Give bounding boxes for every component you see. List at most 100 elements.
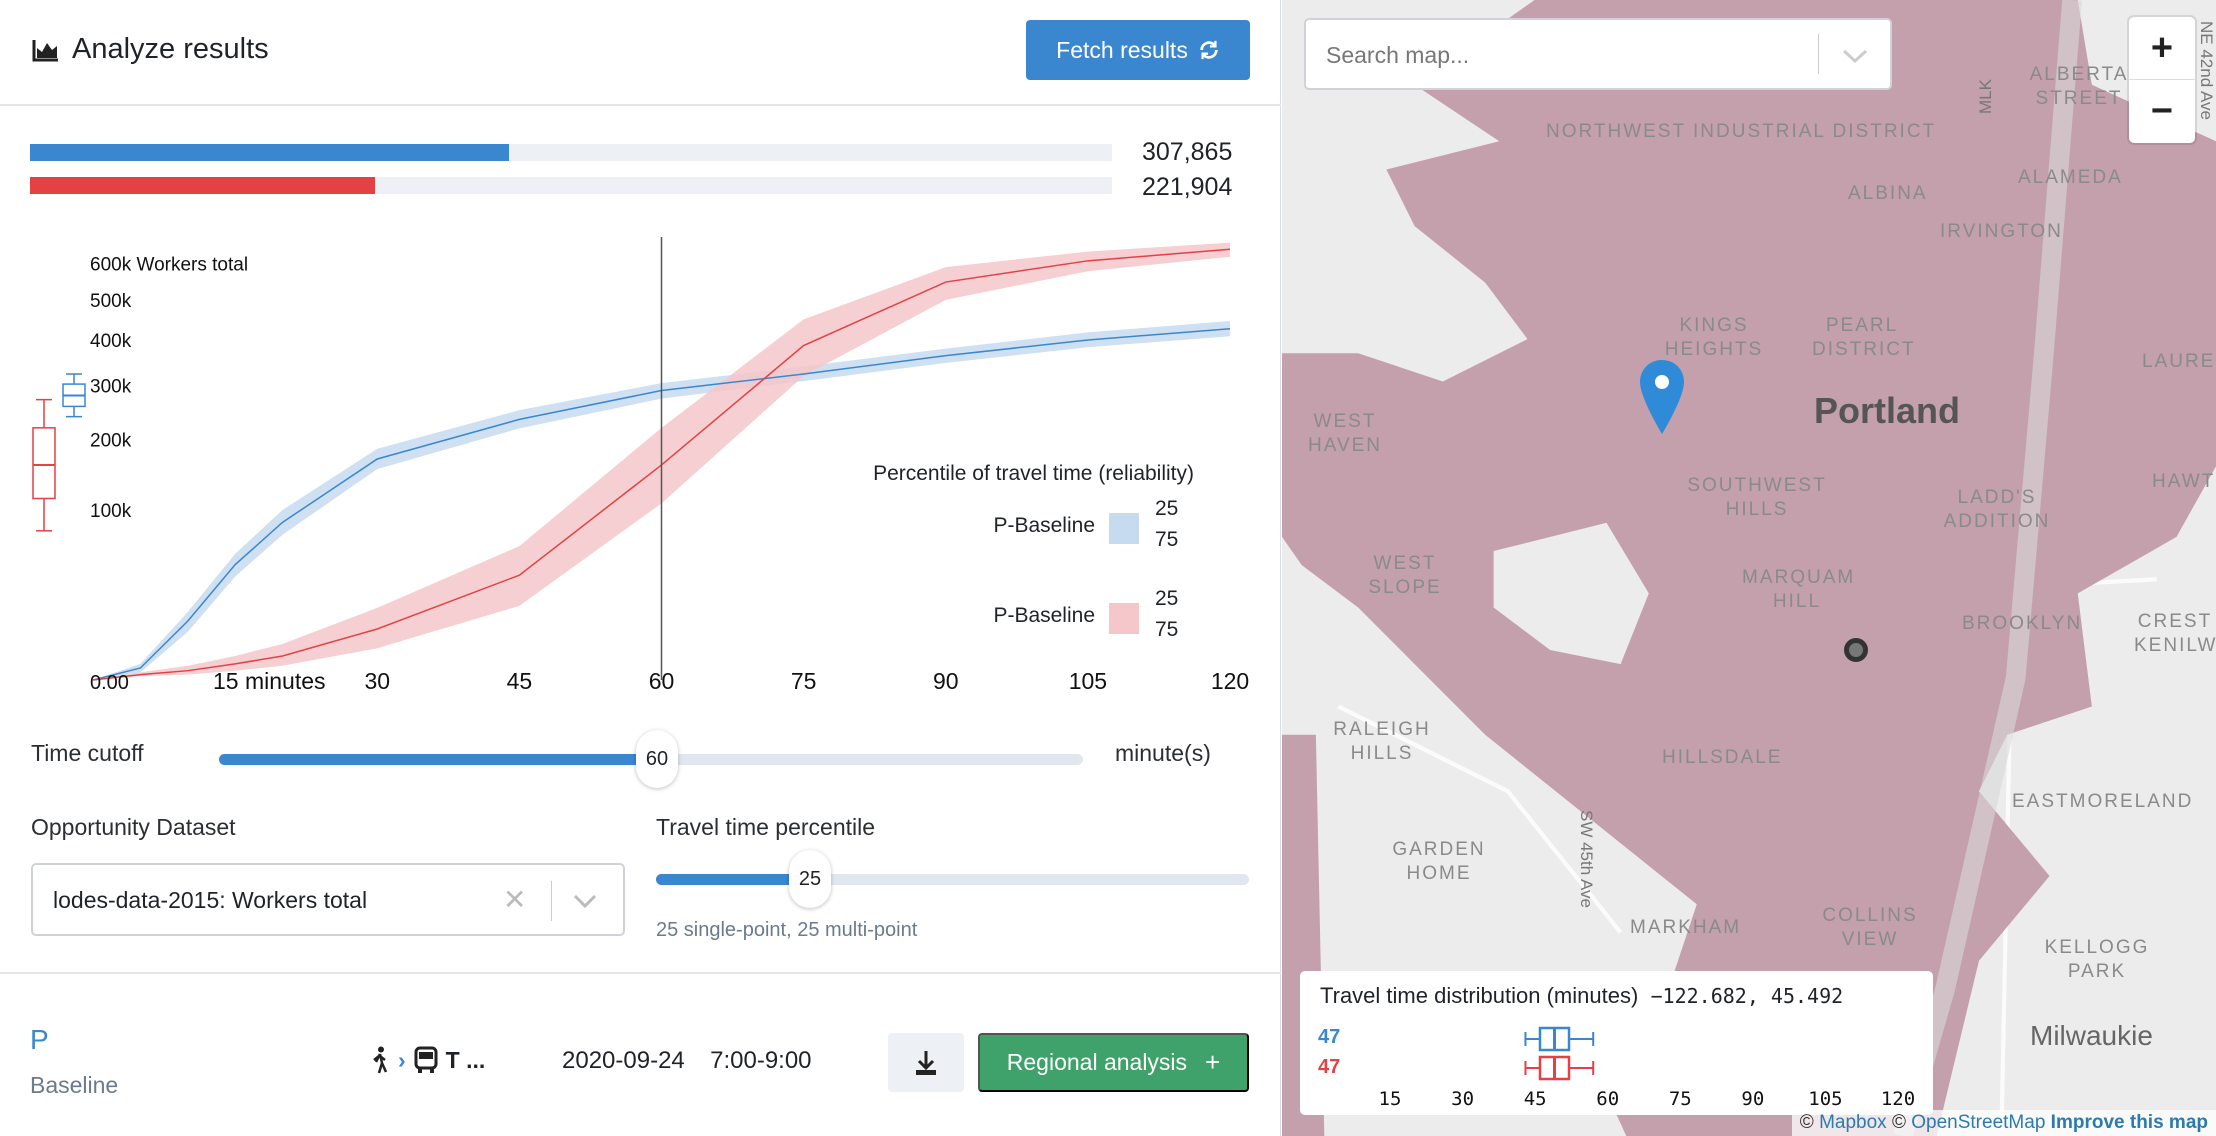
tick-label: 60: [1596, 1088, 1619, 1110]
modes-text: T ...: [445, 1046, 486, 1073]
panel-header: Analyze results Fetch results: [0, 0, 1281, 106]
legend-p75: 75: [1155, 528, 1179, 551]
tick-label: 45: [1524, 1088, 1547, 1110]
map-label: KINGS HEIGHTS: [1664, 315, 1764, 360]
map-label-portland: Portland: [1814, 390, 1961, 431]
search-map-input[interactable]: Search map...: [1304, 18, 1892, 90]
x-tick-label: 90: [933, 668, 959, 694]
mapbox-link[interactable]: Mapbox: [1819, 1112, 1887, 1133]
travel-time-distribution-panel: Travel time distribution (minutes) −122.…: [1300, 971, 1933, 1115]
zoom-controls: + −: [2129, 17, 2195, 143]
time-cutoff-unit: minute(s): [1115, 740, 1211, 766]
map-label: WEST HAVEN: [1307, 411, 1383, 456]
opportunity-dataset-select[interactable]: lodes-data-2015: Workers total ✕: [31, 863, 625, 936]
x-tick-label: 105: [1069, 668, 1107, 694]
chevron-right-icon: ›: [398, 1046, 406, 1073]
download-icon: [916, 1050, 936, 1075]
map-label: NE 42nd Ave: [2197, 21, 2216, 120]
map-label: HILLSDALE: [1662, 747, 1783, 768]
map-hole: [1493, 522, 1649, 665]
improve-map-link[interactable]: Improve this map: [2050, 1112, 2208, 1133]
y-tick-label: 100k: [90, 501, 132, 522]
y-tick-label: 400k: [90, 331, 132, 352]
chevron-down-icon[interactable]: [1842, 48, 1868, 64]
analysis-panel: Analyze results Fetch results 307,865 22…: [0, 0, 1281, 1136]
map-label: BROOKLYN: [1962, 613, 2083, 634]
map-label: PEARL DISTRICT: [1812, 315, 1916, 360]
regional-label: Regional analysis: [1006, 1049, 1188, 1075]
legend-swatch-red: [1109, 603, 1139, 634]
legend-p25: 25: [1155, 497, 1179, 520]
regional-analysis-button[interactable]: Regional analysis +: [978, 1033, 1249, 1092]
total-bar-2: [30, 177, 1112, 194]
y-tick-label: 600k Workers total: [90, 255, 248, 276]
scenario-name: Baseline: [30, 1072, 119, 1098]
map-label: WEST SLOPE: [1368, 553, 1442, 598]
legend-p25: 25: [1155, 587, 1179, 610]
x-tick-label: 15 minutes: [213, 668, 326, 694]
map-label: MLK: [1976, 79, 1995, 114]
x-tick-label: 75: [791, 668, 817, 694]
legend-swatch-blue: [1109, 513, 1139, 544]
page-title: Analyze results: [32, 33, 269, 66]
opportunity-dataset-label: Opportunity Dataset: [31, 814, 236, 840]
map-label: LAURELH: [2142, 351, 2216, 372]
osm-link[interactable]: OpenStreetMap: [1911, 1112, 2046, 1133]
map[interactable]: NORTHWEST INDUSTRIAL DISTRICT ALBERTA ST…: [1282, 0, 2216, 1136]
tick-label: 120: [1881, 1088, 1915, 1110]
time-cutoff-label: Time cutoff: [31, 740, 144, 766]
map-label: ALBINA: [1848, 183, 1928, 204]
tick-label: 105: [1808, 1088, 1842, 1110]
zoom-out-button[interactable]: −: [2150, 90, 2174, 132]
distribution-title: Travel time distribution (minutes): [1320, 983, 1639, 1008]
total-bar-1: [30, 144, 1112, 161]
map-label: MARKHAM: [1630, 917, 1742, 938]
date-time: 2020-09-24 7:00-9:00: [562, 1047, 812, 1075]
slider-fill: [656, 874, 810, 885]
modes: › T ...: [370, 1046, 485, 1074]
zoom-in-button[interactable]: +: [2129, 17, 2195, 80]
x-tick-label: 60: [649, 668, 675, 694]
map-label: IRVINGTON: [1940, 221, 2063, 242]
tick-label: 15: [1379, 1088, 1402, 1110]
legend-entry-name: P-Baseline: [993, 604, 1095, 627]
percentile-slider[interactable]: 25: [656, 850, 1249, 908]
selected-value: lodes-data-2015: Workers total: [53, 887, 368, 913]
area-chart-icon: [32, 39, 58, 61]
refresh-icon: [1200, 40, 1218, 60]
fetch-results-button[interactable]: Fetch results: [1026, 20, 1250, 80]
slider-fill: [219, 754, 657, 765]
total-bar-2-fill: [30, 177, 376, 194]
time-cutoff-slider[interactable]: 60: [219, 730, 1083, 788]
map-label: GARDEN HOME: [1392, 839, 1486, 884]
map-label: KELLOGG PARK: [2044, 937, 2150, 982]
date: 2020-09-24: [562, 1047, 685, 1074]
distribution-boxplots: 15 30 45 60 75 90 105 120: [1379, 1026, 1915, 1110]
x-tick-label: 30: [364, 668, 390, 694]
time-cutoff-handle[interactable]: 60: [636, 730, 678, 788]
destination-point: [1844, 638, 1868, 662]
accessibility-chart: 0.00 100k 200k 300k 400k 500k 600k Workers tot…: [32, 237, 1249, 694]
map-label: RALEIGH HILLS: [1333, 719, 1431, 764]
download-button[interactable]: [888, 1033, 964, 1092]
map-label: ALAMEDA: [2018, 167, 2123, 188]
tick-label: 90: [1741, 1088, 1764, 1110]
y-tick-label: 500k: [90, 291, 132, 312]
clear-icon[interactable]: ✕: [503, 884, 527, 915]
x-tick-label: 120: [1211, 668, 1249, 694]
divider: [0, 972, 1281, 974]
total-value-2: 221,904: [1142, 173, 1233, 201]
distribution-value-red: 47: [1318, 1056, 1341, 1078]
chevron-down-icon[interactable]: [573, 893, 597, 909]
map-label: ALBERTA STREET: [2029, 64, 2129, 109]
percentile-handle[interactable]: 25: [789, 850, 831, 908]
y-tick-label: 0.00: [90, 672, 129, 694]
legend-entry-name: P-Baseline: [993, 514, 1095, 537]
map-label: NORTHWEST INDUSTRIAL DISTRICT: [1546, 121, 1937, 142]
time-window: 7:00-9:00: [710, 1047, 812, 1074]
project-name[interactable]: P: [30, 1024, 49, 1055]
title-text: Analyze results: [72, 33, 269, 65]
travel-time-percentile-label: Travel time percentile: [656, 814, 876, 840]
plus-icon: +: [1205, 1047, 1221, 1077]
map-marker-icon[interactable]: [1637, 358, 1687, 438]
